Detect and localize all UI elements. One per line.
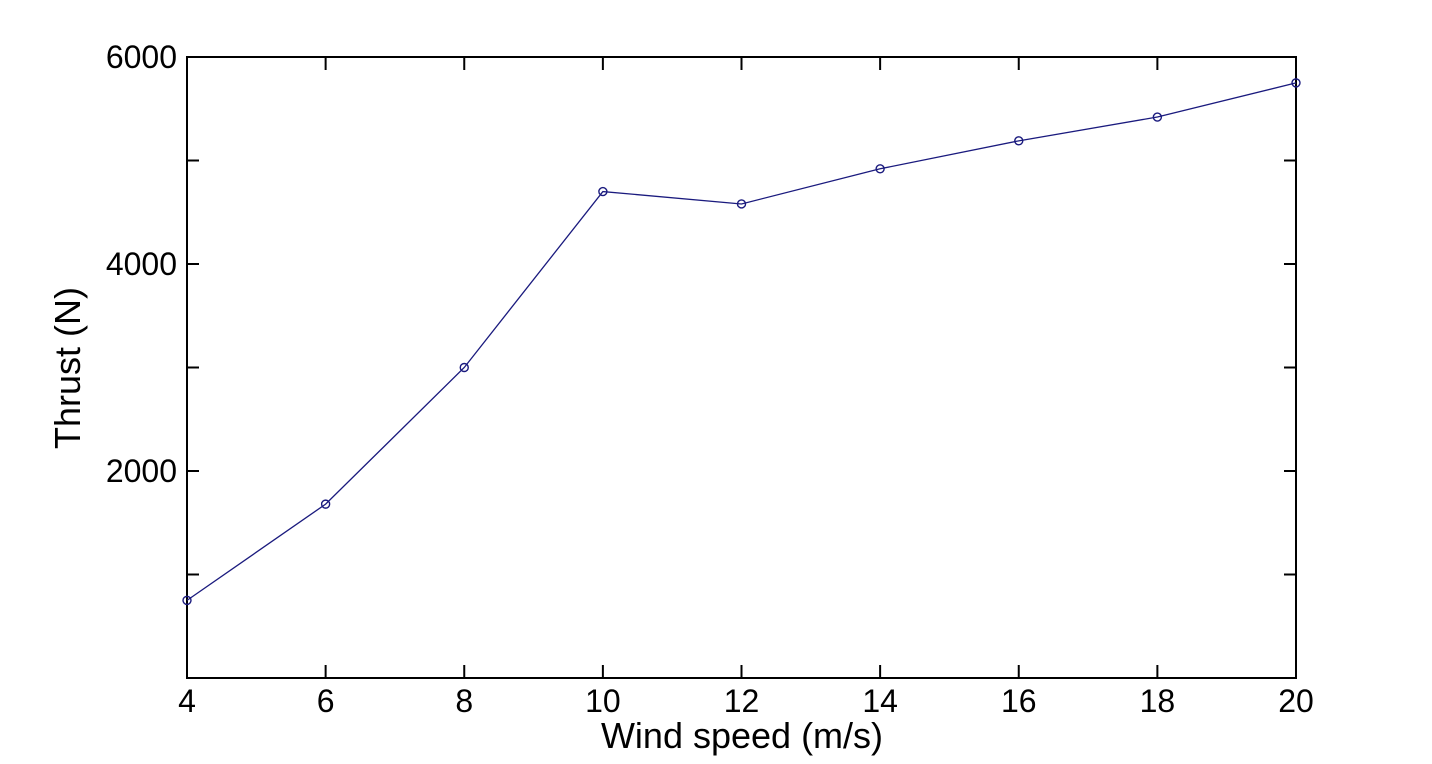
data-line <box>186 82 1297 601</box>
x-tick-label: 10 <box>585 683 621 719</box>
plot-area: 4 6 8 10 12 14 16 18 20 2000 4000 6000 <box>106 39 1314 719</box>
plot-border <box>186 56 1297 679</box>
data-point-marker <box>736 199 747 209</box>
plot-background <box>187 57 1296 678</box>
data-point-marker <box>320 499 331 509</box>
x-tick-label: 6 <box>317 683 335 719</box>
x-tick-label: 14 <box>862 683 898 719</box>
data-point-marker <box>459 362 469 373</box>
y-axis-label: Thrust (N) <box>47 287 88 449</box>
data-point-marker <box>1152 112 1163 122</box>
data-point-marker <box>1291 78 1301 88</box>
data-point-marker <box>875 164 885 174</box>
x-axis-label: Wind speed (m/s) <box>601 715 883 756</box>
x-tick-label: 4 <box>178 683 196 719</box>
x-tick-label: 16 <box>1001 683 1037 719</box>
x-tick-label: 12 <box>724 683 760 719</box>
y-tick-label: 4000 <box>106 246 177 282</box>
x-tick-label: 20 <box>1278 683 1314 719</box>
data-point-marker <box>182 595 192 606</box>
x-tick-label: 18 <box>1140 683 1176 719</box>
y-tick-label: 2000 <box>106 453 177 489</box>
data-point-marker <box>1014 136 1024 146</box>
y-tick-label: 6000 <box>106 39 177 75</box>
data-point-marker <box>598 186 608 197</box>
x-tick-label: 8 <box>455 683 473 719</box>
